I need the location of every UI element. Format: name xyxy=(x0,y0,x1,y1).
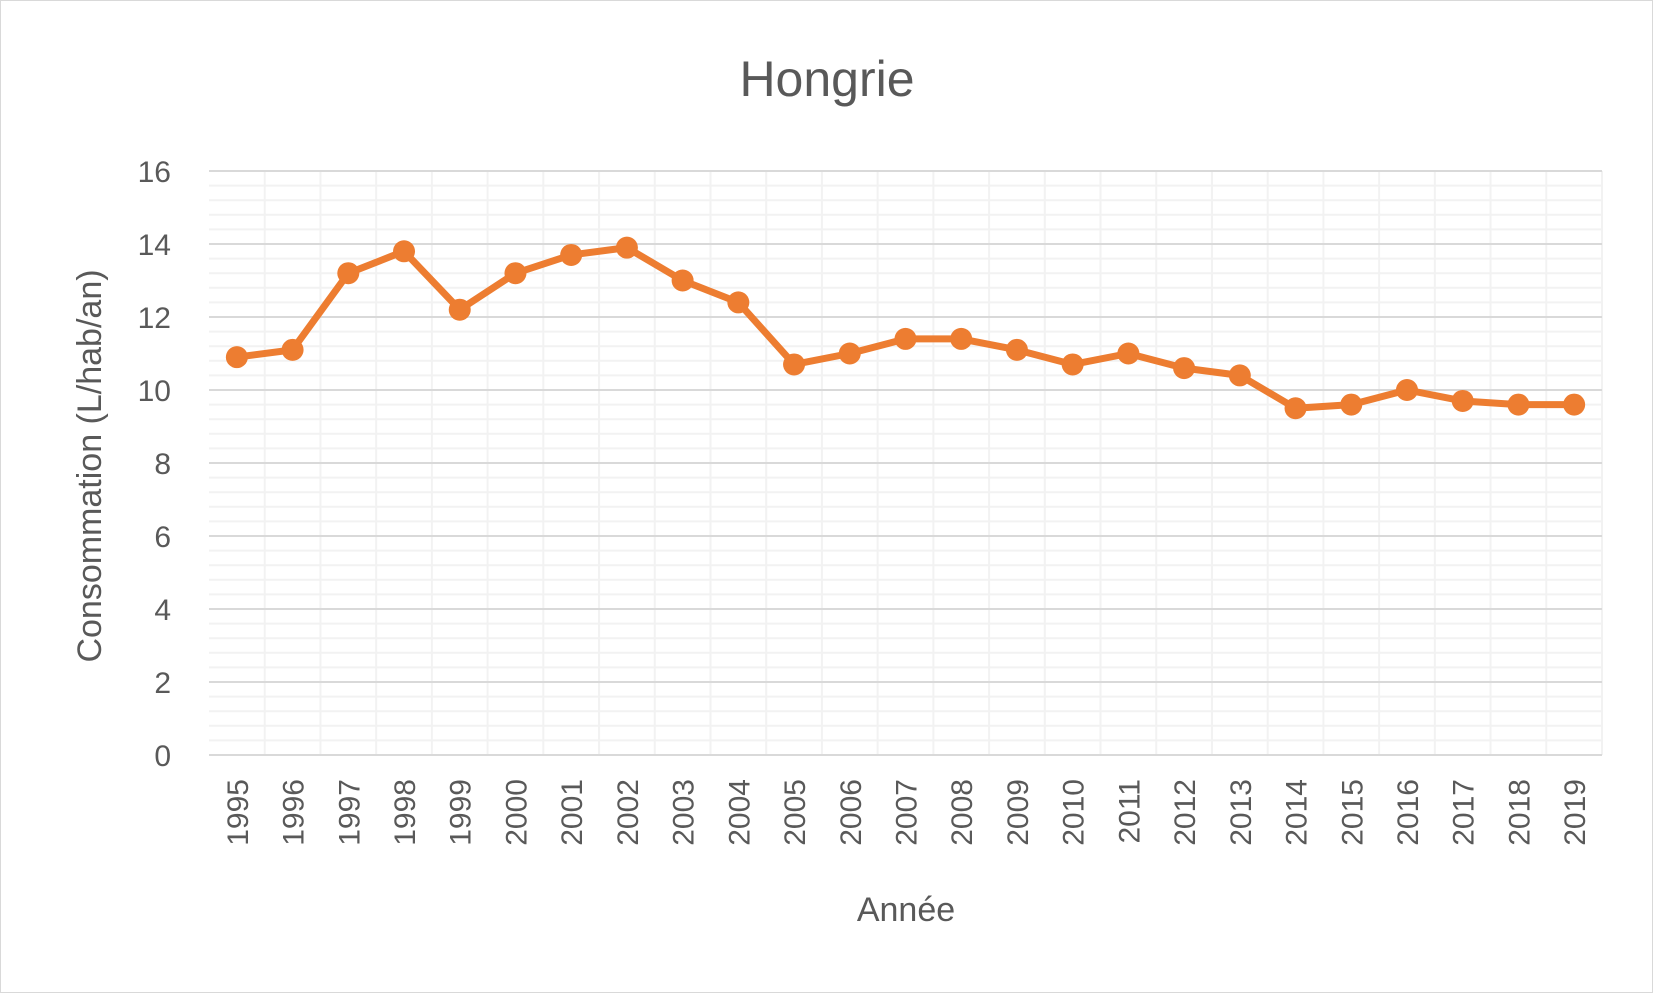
minor-gridlines xyxy=(209,171,1603,755)
x-tick-label: 2004 xyxy=(723,779,756,846)
data-point[interactable] xyxy=(560,243,583,266)
x-tick-label: 2016 xyxy=(1392,779,1425,846)
x-tick-label: 2013 xyxy=(1225,779,1258,846)
y-axis-title: Consommation (L/hab/an) xyxy=(71,269,109,662)
x-tick-label: 1999 xyxy=(445,779,478,846)
x-tick-label: 2010 xyxy=(1058,779,1091,846)
y-tick-label: 8 xyxy=(154,448,171,481)
data-point[interactable] xyxy=(1173,357,1196,380)
data-point[interactable] xyxy=(727,291,750,314)
x-tick-label: 2005 xyxy=(779,779,812,846)
data-point[interactable] xyxy=(225,346,248,369)
x-tick-label: 2011 xyxy=(1113,779,1146,844)
y-tick-label: 12 xyxy=(138,302,171,335)
data-point[interactable] xyxy=(1228,364,1251,387)
data-point[interactable] xyxy=(950,327,973,350)
y-axis-ticks: 0 2 4 6 8 10 12 14 16 xyxy=(138,156,171,773)
y-tick-label: 14 xyxy=(138,229,171,262)
x-tick-label: 2009 xyxy=(1002,779,1035,846)
data-point[interactable] xyxy=(1117,342,1140,365)
data-point[interactable] xyxy=(1061,353,1084,376)
x-tick-label: 2014 xyxy=(1281,779,1314,846)
x-tick-label: 2018 xyxy=(1503,779,1536,846)
series-layer xyxy=(225,236,1586,420)
x-tick-label: 2008 xyxy=(946,779,979,846)
x-axis-title: Année xyxy=(857,891,955,929)
y-tick-label: 16 xyxy=(138,156,171,189)
x-tick-label: 2007 xyxy=(891,779,924,846)
data-point[interactable] xyxy=(894,327,917,350)
x-tick-label: 1996 xyxy=(278,779,311,846)
x-tick-label: 2001 xyxy=(556,779,589,846)
chart-title: Hongrie xyxy=(739,51,914,107)
x-tick-label: 2000 xyxy=(500,779,533,846)
data-point[interactable] xyxy=(1507,393,1530,416)
y-tick-label: 6 xyxy=(154,521,171,554)
data-point[interactable] xyxy=(281,338,304,361)
data-point[interactable] xyxy=(1340,393,1363,416)
x-axis-ticks: 1995 1996 1997 1998 1999 2000 2001 2002 2003 2004… xyxy=(222,779,1592,846)
x-tick-label: 2012 xyxy=(1169,779,1202,846)
y-tick-label: 10 xyxy=(138,375,171,408)
y-tick-label: 4 xyxy=(154,594,171,627)
data-point[interactable] xyxy=(1451,389,1474,412)
x-tick-label: 2002 xyxy=(612,779,645,846)
data-point[interactable] xyxy=(393,240,416,263)
x-tick-label: 2006 xyxy=(835,779,868,846)
data-point[interactable] xyxy=(671,269,694,292)
x-tick-label: 2019 xyxy=(1559,779,1592,846)
data-point[interactable] xyxy=(615,236,638,259)
y-tick-label: 0 xyxy=(154,740,171,773)
x-tick-label: 1997 xyxy=(333,779,366,846)
data-point[interactable] xyxy=(838,342,861,365)
data-point[interactable] xyxy=(337,262,360,285)
data-point[interactable] xyxy=(1395,379,1418,401)
x-tick-label: 2015 xyxy=(1336,779,1369,846)
x-tick-label: 1995 xyxy=(222,779,255,846)
data-point[interactable] xyxy=(1284,397,1307,420)
data-point[interactable] xyxy=(1005,338,1028,361)
data-point[interactable] xyxy=(504,262,527,285)
major-gridlines xyxy=(209,170,1602,683)
x-tick-label: 2003 xyxy=(668,779,701,846)
y-tick-label: 2 xyxy=(154,667,171,700)
data-point[interactable] xyxy=(448,298,471,321)
data-point[interactable] xyxy=(1563,393,1586,416)
x-tick-label: 1998 xyxy=(389,779,422,846)
data-point[interactable] xyxy=(783,353,806,376)
x-tick-label: 2017 xyxy=(1448,779,1481,846)
